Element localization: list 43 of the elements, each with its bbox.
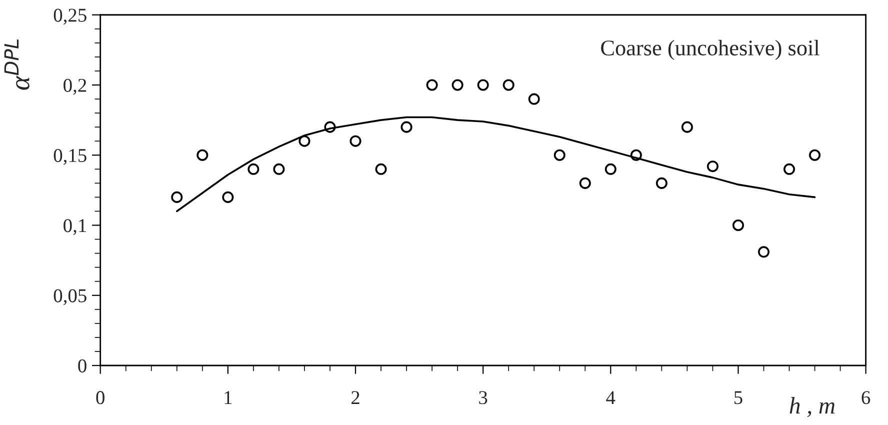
point (604, 163, 616, 175)
x-tick-label: 6 (862, 391, 870, 404)
point (452, 79, 464, 91)
x-tick-label: 1 (224, 391, 232, 404)
y-tick-label: 0,2 (64, 78, 86, 95)
x-axis-title: h , m (790, 397, 835, 418)
point (681, 121, 693, 133)
point (273, 163, 285, 175)
point (656, 177, 668, 189)
point (196, 149, 208, 161)
annotation: Coarse (uncohesive) soil (601, 40, 820, 60)
y-tick-label: 0,15 (54, 148, 86, 165)
x-tick-label: 3 (479, 391, 488, 404)
point (298, 135, 310, 147)
point (324, 121, 336, 133)
point (350, 135, 362, 147)
point (758, 246, 770, 258)
point (477, 79, 489, 91)
y-tick-label: 0,25 (54, 8, 86, 25)
point (554, 149, 566, 161)
x-tick-label: 0 (96, 391, 104, 404)
x-tick-label: 5 (734, 391, 742, 404)
point (528, 93, 540, 105)
x-tick-label: 4 (606, 391, 616, 404)
point (783, 163, 796, 175)
point (630, 149, 642, 161)
point (732, 219, 744, 232)
line-series (176, 116, 816, 212)
point (809, 149, 821, 161)
point (222, 191, 234, 203)
point (502, 79, 514, 91)
point (248, 163, 260, 175)
point (579, 177, 591, 189)
y-tick-label: 0 (78, 359, 86, 372)
point (375, 163, 387, 175)
point (171, 191, 183, 203)
point (426, 79, 438, 91)
y-axis-title: α$^{DPL}$ (4, 39, 30, 90)
y-tick-label: 0,1 (64, 219, 86, 235)
point (706, 160, 718, 172)
point (400, 121, 412, 133)
y-tick-label: 0,05 (54, 289, 86, 306)
x-tick-label: 2 (351, 391, 360, 404)
